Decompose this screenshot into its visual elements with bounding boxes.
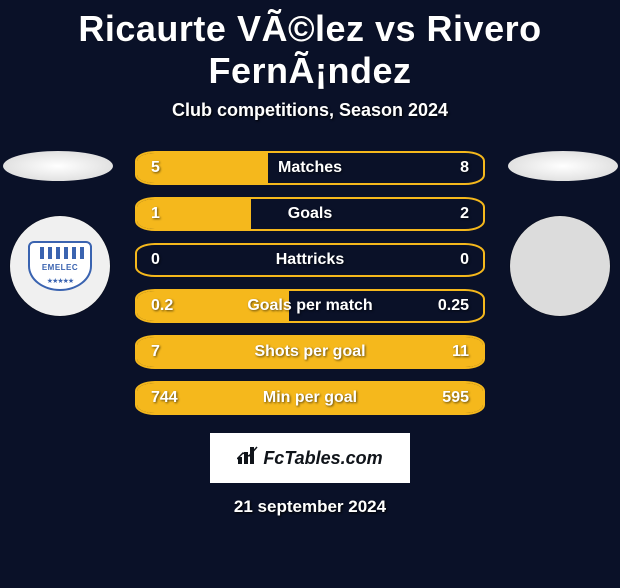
stat-value-right: 0.25 <box>438 297 469 315</box>
stat-row: 744 Min per goal 595 <box>135 381 485 415</box>
left-team-badge: EMELEC ★★★★★ <box>10 216 110 316</box>
stat-label: Goals per match <box>247 297 372 315</box>
stat-value-left: 0 <box>151 251 160 269</box>
right-oval-decor <box>508 151 618 181</box>
stat-row: 5 Matches 8 <box>135 151 485 185</box>
page-title: Ricaurte VÃ©lez vs Rivero FernÃ¡ndez <box>0 8 620 92</box>
subtitle: Club competitions, Season 2024 <box>0 100 620 121</box>
stat-value-left: 5 <box>151 159 160 177</box>
stat-value-left: 0.2 <box>151 297 173 315</box>
stat-value-right: 8 <box>460 159 469 177</box>
brand-label: FcTables.com <box>237 445 382 471</box>
stats-column: 5 Matches 8 1 Goals 2 0 Hattricks 0 0.2 Goals per … <box>135 151 485 427</box>
stat-label: Matches <box>278 159 342 177</box>
brand-box: FcTables.com <box>210 433 410 483</box>
comparison-layout: EMELEC ★★★★★ 5Matches81Goals20Hattricks0… <box>0 151 620 427</box>
stat-row: 0 Hattricks 0 <box>135 243 485 277</box>
stat-value-left: 744 <box>151 389 178 407</box>
stat-label: Min per goal <box>263 389 357 407</box>
stat-row: 0.2 Goals per match 0.25 <box>135 289 485 323</box>
right-side <box>485 151 595 316</box>
stat-label: Goals <box>288 205 332 223</box>
stat-value-right: 0 <box>460 251 469 269</box>
date-label: 21 september 2024 <box>0 497 620 517</box>
stat-label: Shots per goal <box>254 343 365 361</box>
stat-value-right: 11 <box>452 343 469 361</box>
stat-label: Hattricks <box>276 251 344 269</box>
stat-value-right: 2 <box>460 205 469 223</box>
stat-value-left: 7 <box>151 343 160 361</box>
right-team-badge <box>510 216 610 316</box>
left-side: EMELEC ★★★★★ <box>25 151 135 316</box>
chart-icon <box>237 445 259 471</box>
stat-value-left: 1 <box>151 205 160 223</box>
left-oval-decor <box>3 151 113 181</box>
emelec-shield-icon: EMELEC ★★★★★ <box>28 241 92 291</box>
brand-text: FcTables.com <box>263 448 382 469</box>
stat-row: 7 Shots per goal 11 <box>135 335 485 369</box>
stat-value-right: 595 <box>442 389 469 407</box>
stat-row: 1 Goals 2 <box>135 197 485 231</box>
